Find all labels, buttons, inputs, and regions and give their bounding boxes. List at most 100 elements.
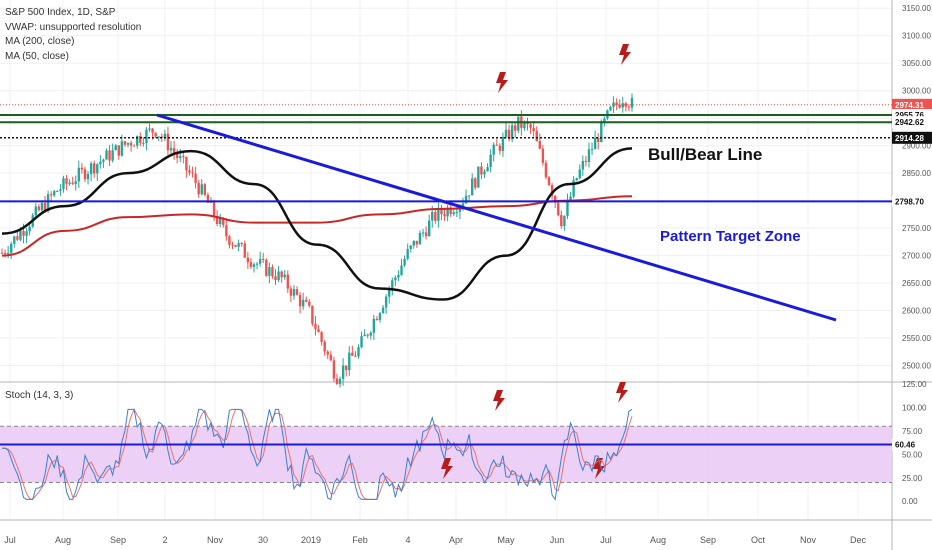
candle-body: [280, 271, 282, 277]
stoch-tick-label: 25.00: [902, 474, 923, 483]
time-tick-label: Jul: [4, 535, 16, 545]
candle-body: [477, 167, 479, 188]
candle-body: [474, 178, 476, 187]
candle-body: [342, 366, 344, 379]
candle-body: [443, 214, 445, 216]
candle-body: [357, 347, 359, 356]
candle-body: [486, 167, 488, 171]
candle-body: [50, 194, 52, 195]
candle-body: [237, 243, 239, 247]
candle-body: [505, 130, 507, 137]
candle-body: [102, 160, 104, 162]
candle-body: [425, 232, 427, 236]
price-tick-label: 3150.00: [902, 4, 931, 13]
legend-title: S&P 500 Index, 1D, S&P: [5, 6, 141, 21]
candle-body: [108, 150, 110, 160]
candle-body: [382, 308, 384, 314]
candle-body: [247, 258, 249, 263]
lightning-icon: [493, 390, 505, 411]
candle-body: [19, 231, 21, 240]
candle-body: [493, 145, 495, 155]
lightning-icon: [619, 44, 631, 65]
time-tick-label: Dec: [850, 535, 867, 545]
candle-body: [379, 313, 381, 320]
annotation-target-zone: Pattern Target Zone: [660, 228, 801, 245]
candle-body: [287, 275, 289, 289]
candle-body: [59, 189, 61, 191]
candle-body: [10, 244, 12, 253]
annotation-bull-bear: Bull/Bear Line: [648, 145, 762, 164]
candle-body: [204, 184, 206, 195]
candle-body: [105, 150, 107, 159]
candle-body: [182, 156, 184, 157]
candle-body: [121, 141, 123, 155]
candle-body: [7, 253, 9, 254]
candle-body: [625, 103, 627, 106]
candle-body: [115, 145, 117, 150]
price-tick-label: 2750.00: [902, 224, 931, 233]
price-tick-label: 2850.00: [902, 169, 931, 178]
candle-body: [219, 218, 221, 224]
candle-body: [197, 183, 199, 194]
candle-body: [22, 231, 24, 236]
candle-body: [471, 178, 473, 195]
stoch-tick-label: 75.00: [902, 427, 923, 436]
candle-body: [419, 233, 421, 245]
candle-body: [154, 133, 156, 137]
candle-body: [93, 163, 95, 173]
stoch-tick-label: 125.00: [902, 380, 927, 389]
candle-body: [151, 128, 153, 132]
candle-body: [557, 203, 559, 215]
candle-body: [130, 143, 132, 146]
candle-body: [360, 336, 362, 347]
candle-body: [453, 212, 455, 214]
time-tick-label: Oct: [751, 535, 766, 545]
time-tick-label: Apr: [449, 535, 463, 545]
stoch-tick-label: 0.00: [902, 497, 918, 506]
candle-body: [38, 207, 40, 211]
candle-body: [78, 168, 80, 182]
candle-body: [71, 182, 73, 183]
time-tick-label: Aug: [55, 535, 71, 545]
candle-body: [127, 143, 129, 145]
candle-body: [213, 201, 215, 216]
candle-body: [305, 300, 307, 302]
price-tick-label: 3050.00: [902, 59, 931, 68]
candle-body: [170, 148, 172, 150]
price-label-4: 2914.28: [895, 134, 924, 143]
time-tick-label: 4: [405, 535, 410, 545]
candle-body: [563, 216, 565, 226]
candle-body: [256, 264, 258, 265]
time-tick-label: Sep: [700, 535, 716, 545]
candle-body: [320, 332, 322, 342]
candle-body: [591, 149, 593, 150]
candle-body: [456, 212, 458, 213]
candle-body: [622, 103, 624, 107]
candle-body: [35, 207, 37, 216]
candle-body: [468, 195, 470, 196]
candle-body: [370, 333, 372, 336]
candle-body: [4, 253, 6, 254]
candle-body: [148, 128, 150, 129]
candle-body: [339, 379, 341, 384]
candle-body: [536, 131, 538, 141]
price-label-1: 2974.31: [895, 101, 924, 110]
time-tick-label: 30: [258, 535, 268, 545]
candle-body: [351, 353, 353, 356]
candle-body: [514, 125, 516, 130]
candle-body: [480, 167, 482, 175]
candle-body: [299, 295, 301, 306]
candle-body: [348, 353, 350, 370]
candle-body: [532, 128, 534, 131]
candle-body: [354, 356, 356, 357]
price-label-5: 2798.70: [895, 197, 924, 206]
candle-body: [75, 181, 77, 184]
candle-body: [403, 259, 405, 266]
candle-body: [41, 203, 43, 210]
candle-body: [167, 134, 169, 151]
candle-body: [410, 246, 412, 249]
candle-body: [529, 124, 531, 128]
candle-body: [268, 267, 270, 276]
candle-body: [234, 245, 236, 247]
candle-body: [385, 297, 387, 308]
